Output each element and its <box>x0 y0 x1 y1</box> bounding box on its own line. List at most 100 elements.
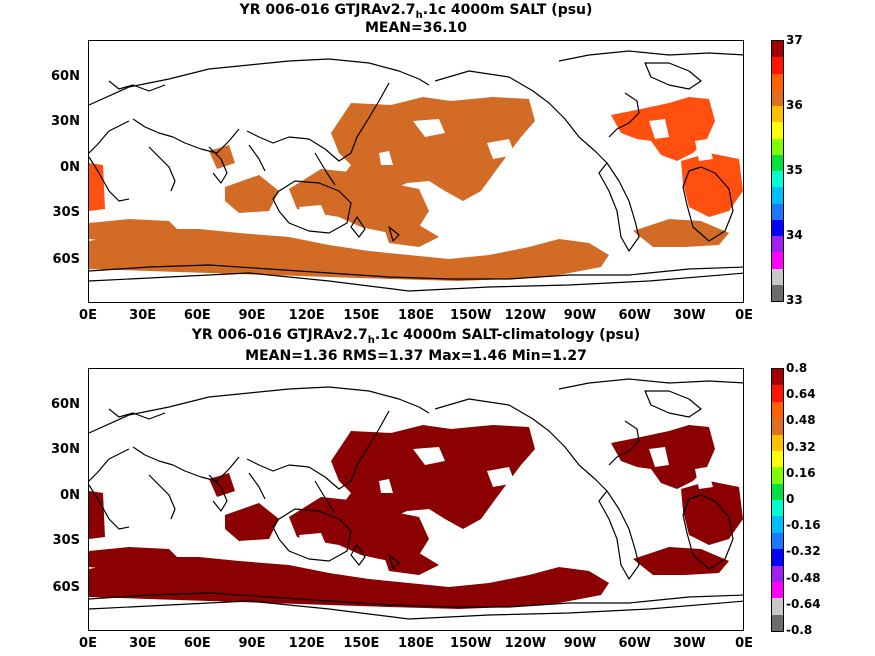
map-canvas <box>89 378 743 620</box>
lon-tick-label: 60W <box>618 308 651 323</box>
coastline <box>644 390 702 418</box>
lat-tick-label: 30N <box>51 442 80 457</box>
coastline <box>108 80 166 92</box>
colorbar-segment <box>772 483 783 500</box>
colorbar-segment <box>772 549 783 566</box>
panel1-map <box>88 40 744 303</box>
coastline <box>682 166 734 242</box>
gap-region <box>695 467 713 489</box>
lon-tick-label: 120W <box>504 636 547 651</box>
gap-region <box>649 119 669 139</box>
lat-tick-label: 60N <box>51 397 80 412</box>
lon-tick-label: 90W <box>563 308 597 323</box>
lon-tick-label: 120E <box>288 308 325 323</box>
lon-tick-label: 90E <box>238 636 266 651</box>
colorbar-label: 34 <box>786 228 803 242</box>
colorbar-segment <box>772 57 783 74</box>
colorbar-segment <box>772 187 783 204</box>
coastline <box>246 410 390 490</box>
lon-tick-label: 180E <box>398 308 435 323</box>
coastline <box>608 420 640 466</box>
coastline <box>272 508 352 562</box>
coastline <box>132 118 240 154</box>
coastline <box>682 494 734 570</box>
lon-tick-label: 150E <box>343 308 380 323</box>
colorbar-segment <box>772 41 783 58</box>
lat-tick-label: 0N <box>60 160 80 175</box>
panel2-title: YR 006-016 GTJRAv2.7h.1c 4000m SALT-clim… <box>191 327 641 346</box>
gap-region <box>379 479 393 493</box>
colorbar-segment <box>772 122 783 139</box>
coastline <box>132 446 240 482</box>
panel2-map <box>88 368 744 631</box>
lon-tick-label: 90E <box>238 308 266 323</box>
gap-region <box>413 447 445 465</box>
anomaly-region <box>209 145 235 169</box>
coastline <box>148 474 176 520</box>
colorbar-segment <box>772 581 783 599</box>
gap-region <box>299 205 327 221</box>
anomaly-region <box>633 547 729 575</box>
coastline <box>246 82 390 162</box>
coastline <box>89 484 130 530</box>
colorbar-segment <box>772 532 783 550</box>
coastline <box>558 378 743 390</box>
lat-tick-label: 60S <box>52 252 80 267</box>
panel2-colorbar <box>771 368 784 632</box>
colorbar-segment <box>772 385 783 402</box>
coastline <box>644 62 702 90</box>
anomaly-region <box>385 553 439 575</box>
colorbar-label: 0.64 <box>786 387 816 402</box>
lat-tick-label: 60S <box>52 580 80 595</box>
lon-tick-label: 30E <box>129 636 157 651</box>
gap-region <box>379 151 393 165</box>
coastline <box>248 472 266 500</box>
colorbar-segment <box>772 154 783 171</box>
lon-tick-label: 30W <box>673 636 706 651</box>
colorbar-segment <box>772 252 783 269</box>
colorbar-label: -0.16 <box>786 518 821 533</box>
coastline <box>272 180 352 234</box>
lon-tick-label: 60W <box>618 636 651 651</box>
colorbar-segment <box>772 500 783 517</box>
coastline <box>89 448 130 482</box>
colorbar-label: -0.8 <box>786 623 813 637</box>
panel2-stats: MEAN=1.36 RMS=1.37 Max=1.46 Min=1.27 <box>245 348 587 364</box>
coastline <box>598 490 640 580</box>
colorbar-segment <box>772 89 783 106</box>
anomaly-region <box>89 219 185 243</box>
colorbar-label: 0.32 <box>786 439 816 454</box>
colorbar-segment <box>772 434 783 451</box>
coastline <box>314 152 336 186</box>
anomaly-region <box>331 97 535 207</box>
coastline <box>208 146 228 184</box>
atlantic-region <box>681 481 743 545</box>
lon-tick-label: 150E <box>343 636 380 651</box>
gap-region <box>413 119 445 137</box>
atlantic-region <box>89 491 105 539</box>
anomaly-region <box>225 175 279 213</box>
colorbar-segment <box>772 614 783 631</box>
colorbar-label: -0.64 <box>786 596 821 611</box>
coastline <box>89 600 743 620</box>
coastline <box>608 92 640 138</box>
lat-tick-label: 30S <box>52 533 80 548</box>
colorbar-label: 33 <box>786 293 803 307</box>
lon-tick-label: 60E <box>183 308 211 323</box>
colorbar-segment <box>772 73 783 90</box>
lon-tick-label: 120W <box>504 308 547 323</box>
coastline <box>148 146 176 192</box>
colorbar-segment <box>772 203 783 220</box>
colorbar-segment <box>772 418 783 435</box>
coastline <box>388 554 400 570</box>
anomaly-region <box>633 219 729 247</box>
coastline <box>89 264 743 280</box>
panel1-colorbar <box>771 40 784 302</box>
lat-tick-label: 30N <box>51 114 80 129</box>
panel1-stats: MEAN=36.10 <box>364 20 468 36</box>
lat-tick-label: 0N <box>60 488 80 503</box>
colorbar-segment <box>772 598 783 615</box>
lon-tick-label: 0E <box>79 636 97 651</box>
anomaly-region <box>331 425 535 535</box>
coastline <box>89 58 430 106</box>
